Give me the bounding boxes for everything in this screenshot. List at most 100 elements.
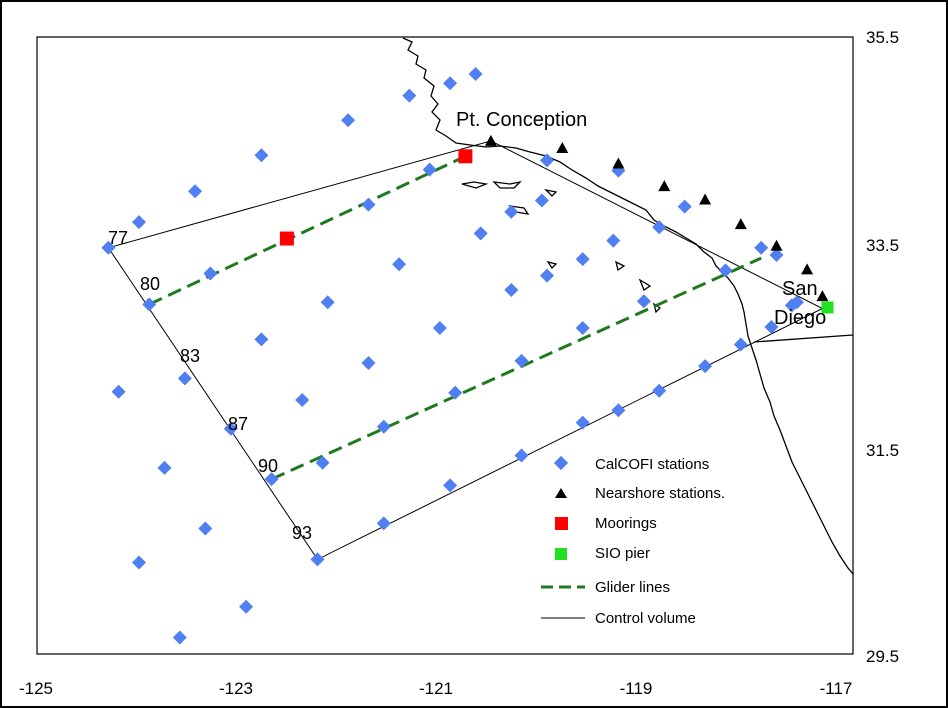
y-tick-label: 35.5: [866, 28, 899, 47]
coastline: [402, 37, 854, 575]
calcofi-station-marker: [677, 199, 692, 214]
calcofi-station-marker: [376, 516, 391, 531]
calcofi-station-marker: [540, 268, 554, 283]
calcofi-station-marker: [142, 297, 157, 312]
calcofi-station-marker: [132, 215, 146, 230]
mooring-marker: [458, 149, 473, 164]
legend-calcofi-label: CalCOFI stations: [595, 456, 709, 473]
calcofi-station-marker: [652, 220, 667, 235]
calcofi-stations: [101, 67, 804, 645]
calcofi-station-marker: [764, 319, 779, 334]
nearshore-station-marker: [612, 157, 625, 169]
calcofi-station-marker: [448, 385, 463, 400]
calcofi-station-marker: [132, 555, 146, 570]
calcofi-station-marker: [320, 295, 335, 310]
island: [615, 260, 626, 272]
mooring-marker: [279, 231, 294, 246]
x-tick-label: -119: [620, 679, 653, 698]
calcofi-station-marker: [254, 148, 269, 163]
line-label-83: 83: [180, 346, 200, 366]
line-label-80: 80: [140, 274, 160, 294]
calcofi-station-marker: [504, 282, 519, 297]
y-axis-ticks: 35.5 33.5 31.5 29.5: [866, 28, 899, 666]
calcofi-station-marker: [111, 384, 126, 399]
calcofi-station-marker: [784, 298, 799, 313]
calcofi-station-marker: [443, 76, 458, 91]
calcofi-station-marker: [468, 67, 483, 82]
calcofi-station-marker: [575, 415, 590, 430]
y-tick-label: 31.5: [866, 441, 899, 460]
calcofi-station-marker: [177, 371, 192, 386]
island: [546, 260, 558, 270]
diego-label: Diego: [774, 307, 826, 329]
island: [544, 188, 558, 197]
legend-nearshore-marker: [555, 488, 567, 498]
calcofi-station-marker: [504, 204, 519, 219]
nearshore-stations: [484, 134, 829, 302]
calcofi-station-marker: [295, 393, 310, 408]
nearshore-station-marker: [658, 180, 671, 192]
calcofi-station-marker: [341, 113, 356, 128]
line-labels: 77 80 83 87 90 93: [108, 228, 312, 543]
calcofi-station-marker: [575, 321, 590, 336]
calcofi-station-marker: [188, 184, 203, 199]
calcofi-station-marker: [432, 321, 447, 336]
calcofi-station-marker: [223, 421, 238, 436]
calcofi-station-marker: [698, 359, 713, 374]
calcofi-station-marker: [254, 332, 269, 347]
legend-moorings-label: Moorings: [595, 515, 657, 532]
legend-control-label: Control volume: [595, 610, 696, 627]
nearshore-station-marker: [699, 193, 712, 205]
glider-lines: [148, 154, 762, 481]
calcofi-station-marker: [361, 197, 376, 212]
calcofi-station-marker: [636, 294, 651, 309]
legend-glider-label: Glider lines: [595, 579, 670, 596]
calcofi-station-marker: [376, 419, 391, 434]
legend-pier-label: SIO pier: [595, 545, 650, 562]
glider-line: [148, 154, 467, 306]
sio-pier: [821, 301, 834, 314]
calcofi-station-marker: [172, 630, 187, 645]
nearshore-station-marker: [816, 290, 829, 302]
calcofi-station-marker: [239, 599, 254, 614]
calcofi-station-marker: [754, 240, 769, 255]
line-label-93: 93: [292, 523, 312, 543]
legend-pier-marker: [555, 548, 567, 560]
calcofi-station-marker: [422, 162, 437, 177]
y-tick-label: 33.5: [866, 236, 899, 255]
x-tick-label: -117: [820, 679, 853, 698]
calcofi-station-marker: [769, 248, 784, 263]
calcofi-station-marker: [402, 88, 417, 103]
nearshore-station-marker: [484, 134, 497, 146]
nearshore-station-marker: [801, 263, 814, 275]
san-label: San: [782, 278, 818, 300]
nearshore-station-marker: [770, 239, 783, 251]
california-coast: [402, 37, 854, 575]
moorings: [279, 149, 473, 246]
calcofi-station-marker: [534, 193, 549, 208]
calcofi-station-marker: [540, 153, 554, 168]
line-label-90: 90: [258, 456, 278, 476]
y-tick-label: 29.5: [866, 647, 899, 666]
legend-mooring-marker: [555, 517, 568, 530]
pt-conception-label: Pt. Conception: [456, 109, 587, 131]
island: [461, 181, 489, 189]
nearshore-station-marker: [734, 218, 747, 230]
x-axis-ticks: -125 -123 -121 -119 -117: [19, 679, 852, 698]
legend: CalCOFI stations Nearshore stations. Moo…: [541, 455, 725, 627]
x-tick-label: -125: [19, 679, 53, 698]
calcofi-station-marker: [264, 472, 279, 487]
nearshore-station-marker: [556, 142, 569, 154]
calcofi-station-marker: [718, 263, 733, 278]
calcofi-station-marker: [315, 455, 330, 470]
calcofi-station-marker: [392, 257, 407, 272]
line-label-77: 77: [108, 228, 128, 248]
calcofi-station-marker: [652, 383, 667, 398]
line-label-87: 87: [228, 414, 248, 434]
calcofi-station-marker: [606, 233, 621, 248]
calcofi-station-marker: [733, 337, 748, 352]
island: [638, 278, 652, 291]
calcofi-station-marker: [198, 521, 213, 536]
calcofi-station-marker: [203, 266, 218, 281]
